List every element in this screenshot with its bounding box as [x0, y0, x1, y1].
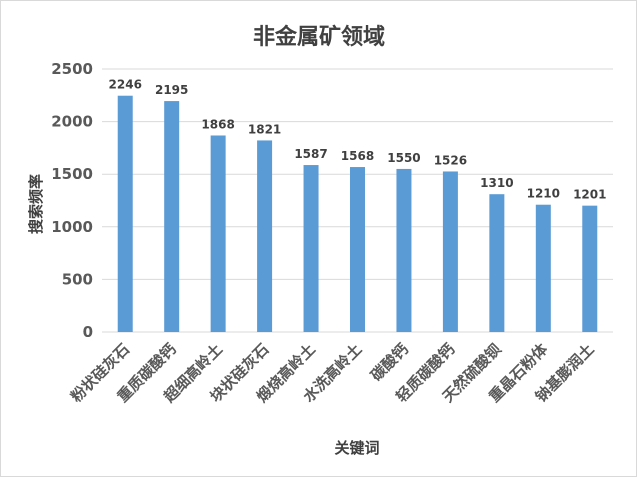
data-label: 1310 [480, 176, 513, 190]
data-label: 1210 [527, 187, 560, 201]
bar [350, 167, 365, 332]
y-tick-label: 1500 [51, 165, 93, 183]
bar [164, 101, 180, 332]
bar [117, 95, 133, 333]
data-label: 1550 [387, 151, 420, 165]
bar [535, 204, 551, 332]
data-label: 1587 [294, 147, 327, 161]
y-tick-label: 2000 [51, 113, 93, 131]
y-axis-title: 搜索频率 [27, 174, 45, 234]
data-label: 1201 [573, 188, 606, 202]
bars [117, 95, 598, 333]
data-labels: 2246 2195 1868 1821 1587 1568 1550 1526 1310 1210… [109, 78, 607, 202]
bar [303, 165, 319, 332]
y-tick-label: 2500 [51, 60, 93, 78]
x-tick-label: 碳酸钙 [367, 340, 412, 385]
y-axis-ticks: 0 500 1000 1500 2000 2500 [51, 60, 93, 341]
y-tick-label: 500 [62, 270, 93, 288]
bar [257, 140, 273, 332]
bar [582, 205, 598, 332]
data-label: 1568 [341, 149, 374, 163]
bar [442, 171, 458, 332]
data-label: 1868 [201, 117, 234, 131]
y-tick-label: 1000 [51, 218, 93, 236]
chart-title: 非金属矿领域 [253, 24, 385, 50]
bar [396, 168, 412, 332]
x-axis-title: 关键词 [334, 439, 379, 457]
bar [210, 135, 226, 332]
data-label: 2246 [109, 78, 142, 92]
data-label: 2195 [155, 83, 188, 97]
data-label: 1526 [434, 153, 467, 167]
data-label: 1821 [248, 122, 281, 136]
y-tick-label: 0 [83, 323, 93, 341]
bar [489, 194, 505, 332]
